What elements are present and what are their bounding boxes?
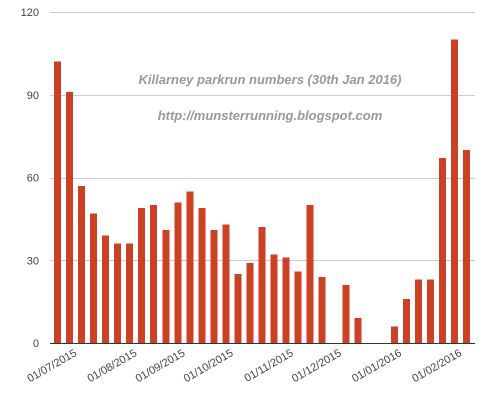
x-tick-label: 01/07/2015 — [25, 347, 79, 385]
bar — [186, 191, 194, 343]
x-axis-ticks: 01/07/2015 01/08/201501/09/201501/10/2015… — [25, 347, 464, 385]
x-tick-label: 01/09/2015 — [134, 347, 188, 385]
x-tick-label: 01/12/2015 — [290, 347, 344, 385]
bar — [294, 271, 302, 343]
bars — [54, 39, 470, 344]
bar — [402, 298, 410, 343]
x-tick-label: 01/10/2015 — [182, 347, 236, 385]
bar — [306, 205, 314, 343]
gridlines — [50, 12, 475, 261]
y-tick-label: 60 — [27, 173, 39, 185]
bar — [450, 39, 458, 343]
bar — [126, 243, 134, 343]
y-tick-label: 120 — [21, 7, 39, 19]
bar — [90, 213, 98, 343]
x-tick-label: 01/08/2015 — [85, 347, 139, 385]
bar — [102, 235, 110, 343]
y-tick-label: 30 — [27, 255, 39, 267]
y-tick-label: 0 — [33, 338, 39, 350]
bar — [462, 149, 470, 343]
bar — [246, 263, 254, 343]
x-tick-label: 01/11/2015 — [243, 347, 296, 385]
y-tick-label: 90 — [27, 90, 39, 102]
bar — [174, 202, 182, 343]
bar — [354, 318, 362, 343]
bar — [390, 326, 398, 343]
bar — [222, 224, 230, 343]
bar — [162, 229, 170, 343]
bar — [414, 279, 422, 343]
bar — [342, 285, 350, 343]
chart-title: Killarney parkrun numbers (30th Jan 2016… — [139, 72, 402, 87]
bar — [198, 207, 206, 343]
bar — [114, 243, 122, 343]
x-tick-label: 01/02/2016 — [410, 347, 464, 385]
bar — [282, 257, 290, 343]
bar — [234, 274, 242, 343]
bar — [318, 276, 326, 343]
bar — [138, 207, 146, 343]
bar — [270, 254, 278, 343]
chart-subtitle: http://munsterrunning.blogspot.com — [158, 108, 383, 123]
bar — [150, 205, 158, 343]
bar — [438, 158, 446, 343]
bar — [54, 61, 61, 344]
bar — [78, 185, 86, 343]
y-axis-ticks: 0 30 60 90 120 — [21, 7, 39, 350]
bar — [210, 229, 218, 343]
bar — [426, 279, 434, 343]
bar — [258, 227, 266, 343]
x-tick-label: 01/01/2016 — [350, 347, 404, 385]
bar — [66, 91, 74, 344]
